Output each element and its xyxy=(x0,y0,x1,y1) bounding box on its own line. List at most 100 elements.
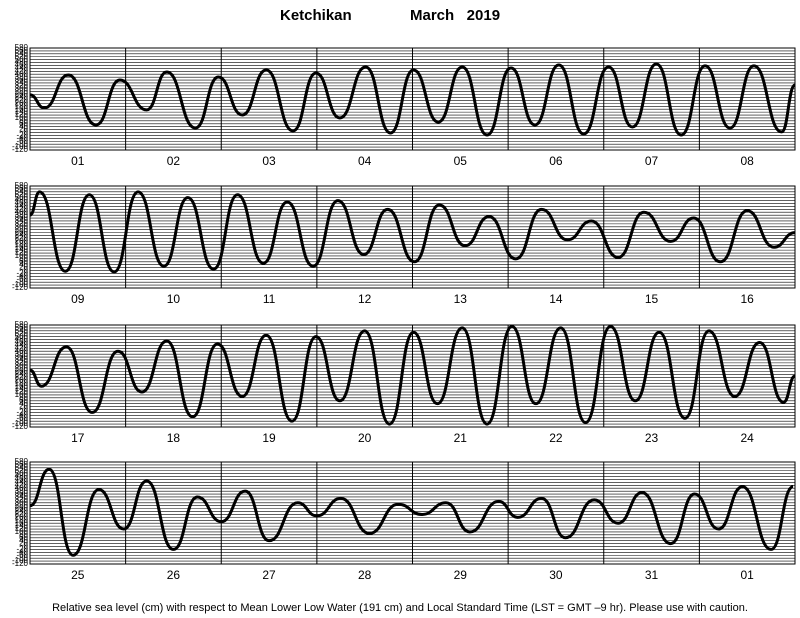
y-tick-label: -120 xyxy=(12,145,29,154)
y-tick-label: 220 xyxy=(15,373,29,382)
y-tick-label: 240 xyxy=(15,231,29,240)
x-tick-label: 16 xyxy=(741,292,755,306)
y-tick-label: 300 xyxy=(15,361,29,370)
y-tick-label: 320 xyxy=(15,495,29,504)
y-tick-label: 80 xyxy=(19,254,28,263)
y-tick-label: 60 xyxy=(19,533,28,542)
y-tick-label: 380 xyxy=(15,72,29,81)
x-tick-label: 07 xyxy=(645,154,659,168)
y-tick-label: 40 xyxy=(19,399,28,408)
y-tick-label: -40 xyxy=(16,271,28,280)
y-tick-label: -60 xyxy=(16,413,28,422)
y-tick-label: 280 xyxy=(15,501,29,510)
y-tick-label: -20 xyxy=(16,131,28,140)
x-tick-label: 22 xyxy=(549,431,563,445)
y-tick-label: 460 xyxy=(15,61,29,70)
y-tick-label: 440 xyxy=(15,64,29,73)
y-tick-label: 420 xyxy=(15,343,29,352)
y-tick-label: -60 xyxy=(16,136,28,145)
y-tick-label: 460 xyxy=(15,338,29,347)
y-tick-label: 560 xyxy=(15,323,29,332)
y-tick-label: 500 xyxy=(15,469,29,478)
y-tick-label: 180 xyxy=(15,239,29,248)
tide-curve xyxy=(29,62,797,137)
y-tick-label: 500 xyxy=(15,332,29,341)
y-tick-label: 200 xyxy=(15,98,29,107)
y-tick-label: 220 xyxy=(15,96,29,105)
y-tick-label: 60 xyxy=(19,257,28,266)
y-tick-label: 400 xyxy=(15,483,29,492)
plot-frame xyxy=(29,47,796,151)
y-tick-label: 200 xyxy=(15,236,29,245)
x-tick-label: 08 xyxy=(741,154,755,168)
y-tick-label: 480 xyxy=(15,58,29,67)
x-tick-label: 17 xyxy=(71,431,85,445)
x-tick-label: 27 xyxy=(262,568,276,582)
y-tick-label: 140 xyxy=(15,107,29,116)
y-tick-label: 80 xyxy=(19,393,28,402)
y-tick-label: 520 xyxy=(15,466,29,475)
y-tick-label: 300 xyxy=(15,222,29,231)
y-tick-label: 440 xyxy=(15,341,29,350)
y-tick-label: 120 xyxy=(15,524,29,533)
station-title: Ketchikan xyxy=(280,7,352,24)
y-tick-label: 540 xyxy=(15,326,29,335)
y-tick-label: -100 xyxy=(12,419,29,428)
x-tick-label: 13 xyxy=(454,292,468,306)
y-tick-label: 200 xyxy=(15,512,29,521)
y-tick-label: 40 xyxy=(19,122,28,131)
y-tick-label: 280 xyxy=(15,364,29,373)
y-tick-label: 420 xyxy=(15,204,29,213)
y-tick-label: 80 xyxy=(19,116,28,125)
y-tick-label: 520 xyxy=(15,329,29,338)
x-tick-label: 31 xyxy=(645,568,659,582)
y-tick-label: 40 xyxy=(19,260,28,269)
y-tick-label: 420 xyxy=(15,480,29,489)
y-tick-label: 0 xyxy=(24,405,29,414)
y-tick-label: 20 xyxy=(19,263,28,272)
y-tick-label: 440 xyxy=(15,202,29,211)
y-tick-label: -40 xyxy=(16,410,28,419)
y-tick-label: 580 xyxy=(15,320,29,329)
x-tick-label: 15 xyxy=(645,292,659,306)
y-tick-label: 580 xyxy=(15,43,29,52)
x-tick-label: 01 xyxy=(71,154,85,168)
y-tick-label: -20 xyxy=(16,269,28,278)
y-tick-label: 380 xyxy=(15,486,29,495)
x-tick-label: 25 xyxy=(71,568,85,582)
y-tick-label: 220 xyxy=(15,234,29,243)
y-tick-label: 240 xyxy=(15,93,29,102)
x-tick-label: 19 xyxy=(262,431,276,445)
x-tick-label: 03 xyxy=(262,154,276,168)
y-tick-label: 560 xyxy=(15,184,29,193)
y-tick-label: 180 xyxy=(15,101,29,110)
y-tick-label: 400 xyxy=(15,207,29,216)
y-tick-label: -100 xyxy=(12,142,29,151)
x-tick-label: 05 xyxy=(454,154,468,168)
y-tick-label: 540 xyxy=(15,49,29,58)
y-tick-label: 40 xyxy=(19,536,28,545)
y-tick-label: 160 xyxy=(15,104,29,113)
x-tick-label: 20 xyxy=(358,431,372,445)
y-tick-label: 500 xyxy=(15,55,29,64)
x-tick-label: 09 xyxy=(71,292,85,306)
y-tick-label: 480 xyxy=(15,335,29,344)
y-tick-label: 240 xyxy=(15,370,29,379)
tide-curve xyxy=(29,467,794,557)
y-tick-label: 80 xyxy=(19,530,28,539)
x-tick-label: 24 xyxy=(741,431,755,445)
y-tick-label: 0 xyxy=(24,128,29,137)
y-tick-label: -120 xyxy=(12,283,29,292)
y-tick-label: 180 xyxy=(15,378,29,387)
y-tick-label: 0 xyxy=(24,266,29,275)
y-tick-label: 340 xyxy=(15,355,29,364)
y-tick-label: 320 xyxy=(15,81,29,90)
y-tick-label: 0 xyxy=(24,542,29,551)
y-tick-label: 380 xyxy=(15,210,29,219)
y-tick-label: 20 xyxy=(19,125,28,134)
y-tick-label: -100 xyxy=(12,280,29,289)
y-tick-label: 580 xyxy=(15,181,29,190)
y-tick-label: 360 xyxy=(15,352,29,361)
x-tick-label: 10 xyxy=(167,292,181,306)
y-tick-label: 300 xyxy=(15,498,29,507)
